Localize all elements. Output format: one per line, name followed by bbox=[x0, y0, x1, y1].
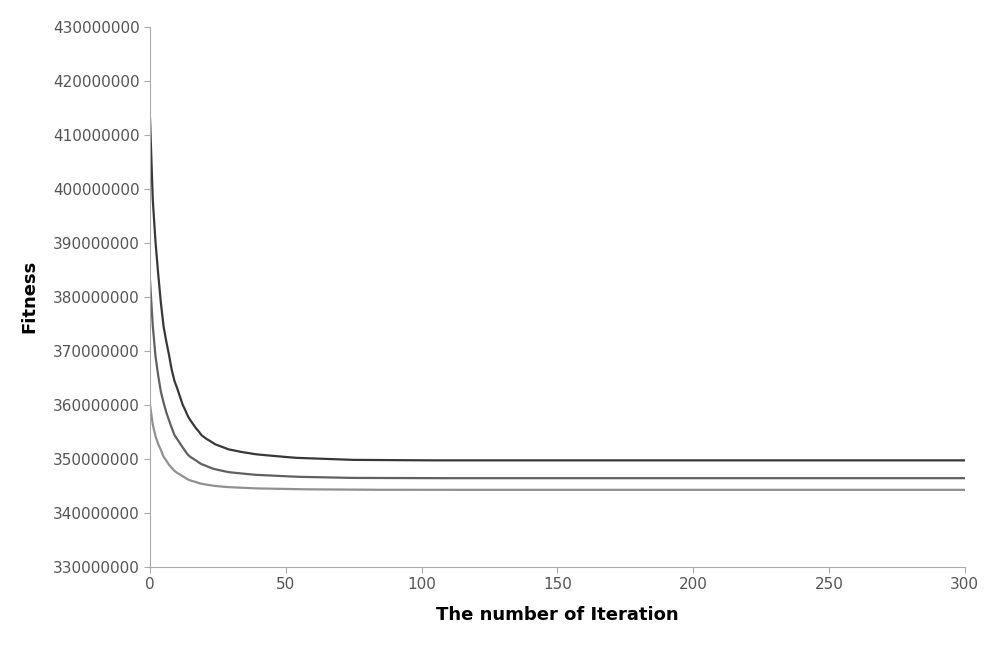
Y-axis label: Fitness: Fitness bbox=[21, 260, 39, 333]
X-axis label: The number of Iteration: The number of Iteration bbox=[436, 606, 679, 624]
